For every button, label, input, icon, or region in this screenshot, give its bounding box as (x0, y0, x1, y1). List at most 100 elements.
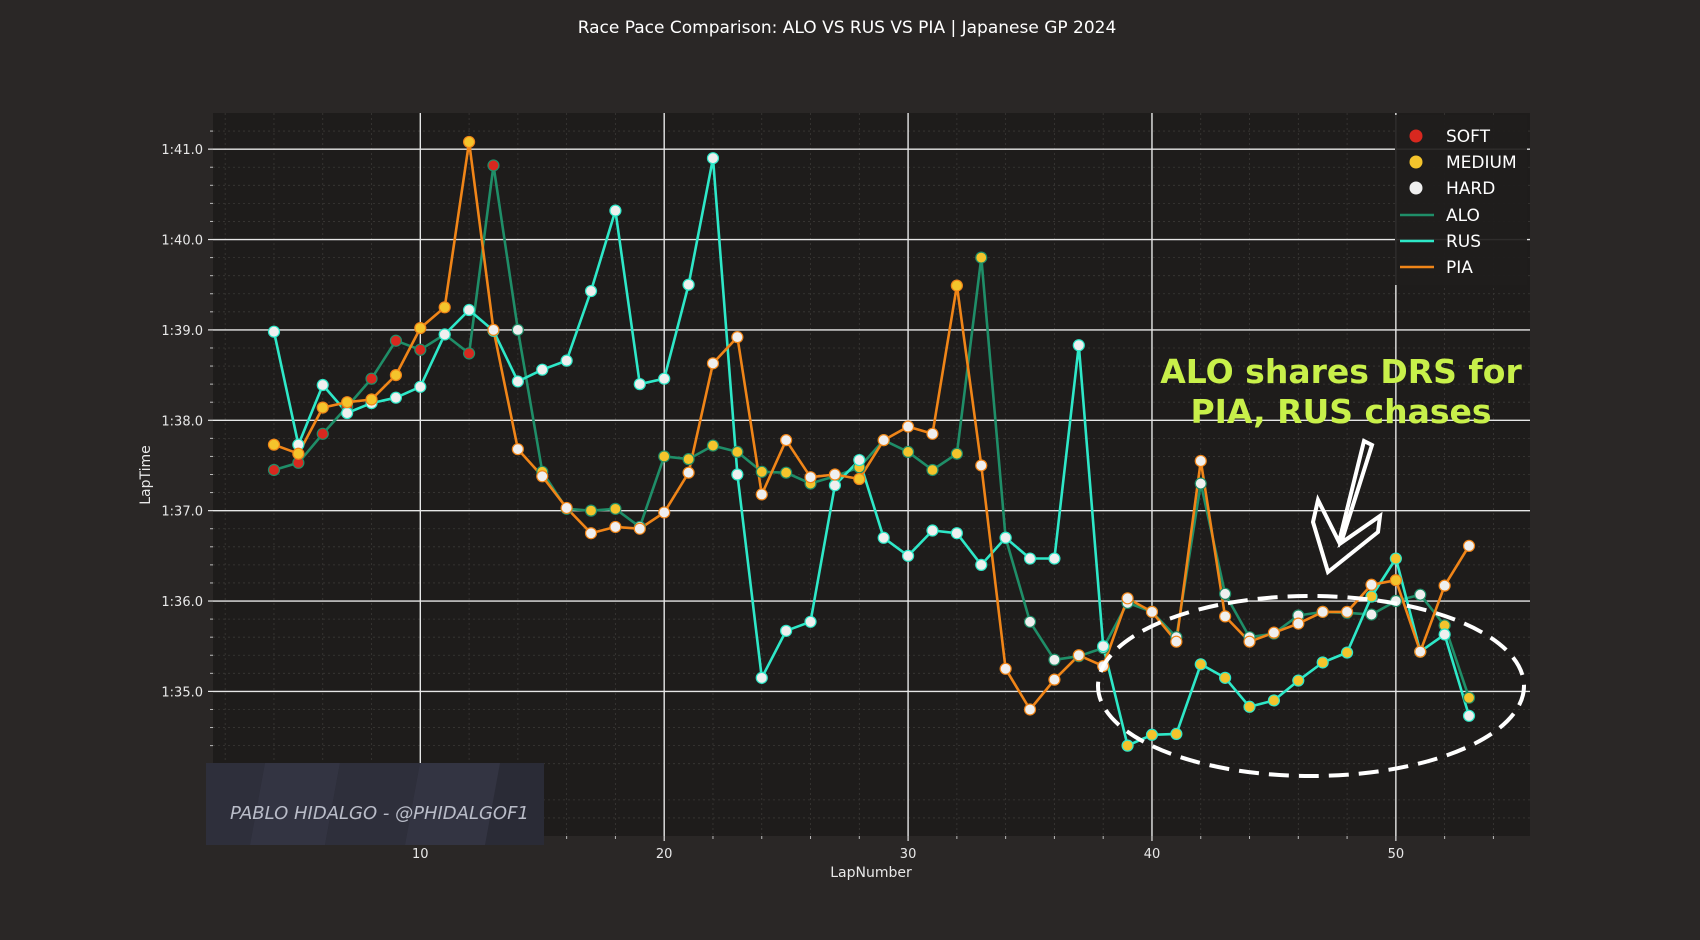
lap-point-rus (609, 204, 622, 217)
lap-point-rus (1194, 658, 1207, 671)
lap-point-rus (511, 375, 524, 388)
lap-point-pia (1340, 605, 1354, 618)
lap-point-rus (560, 354, 573, 367)
lap-point-rus (536, 363, 549, 376)
lap-point-alo (511, 323, 524, 336)
lap-point-rus (706, 152, 720, 165)
lap-point-alo (658, 450, 671, 463)
lap-point-pia (658, 506, 671, 519)
y-tick-label: 1:40.0 (161, 234, 203, 249)
legend: SOFT MEDIUM HARD ALO RUS PIA (1395, 115, 1527, 285)
lap-point-rus (926, 524, 939, 537)
lap-point-pia (267, 438, 281, 451)
lap-point-pia (682, 466, 695, 479)
lap-point-rus (1316, 656, 1329, 669)
legend-soft-marker (1409, 129, 1423, 143)
lap-point-pia (853, 472, 866, 486)
lap-point-alo (780, 466, 793, 479)
watermark: PABLO HIDALGO - @PHIDALGOF1 (206, 763, 544, 845)
lap-point-pia (609, 520, 622, 534)
lap-markers (267, 135, 1476, 752)
plot-area (213, 113, 1530, 836)
lap-point-rus (1438, 628, 1451, 641)
lap-point-pia (1365, 578, 1378, 591)
lap-point-alo (609, 502, 622, 515)
lap-point-pia (1462, 539, 1476, 552)
chart-title: Race Pace Comparison: ALO VS RUS VS PIA … (578, 18, 1117, 38)
lap-point-pia (1316, 605, 1329, 618)
lap-point-rus (877, 531, 890, 544)
x-tick-label: 50 (1388, 847, 1405, 862)
lap-point-pia (950, 279, 963, 292)
lap-point-alo (1023, 615, 1037, 628)
axis-ticks: 10 20 30 40 50 1:35.0 1:36.0 1:37.0 1:38.0 1:39.0… (161, 130, 1494, 862)
legend-alo-label: ALO (1446, 206, 1480, 226)
lap-point-pia (1170, 635, 1183, 648)
lap-point-rus (1170, 727, 1183, 740)
lap-point-pia (1145, 605, 1159, 618)
lap-point-pia (706, 357, 720, 370)
lap-point-pia (1243, 635, 1256, 648)
lap-point-rus (267, 325, 281, 338)
lap-point-pia (975, 459, 988, 472)
highlight-ellipse (1096, 594, 1526, 778)
lap-point-rus (755, 671, 768, 684)
lap-point-rus (1292, 674, 1305, 687)
lap-point-alo (389, 334, 403, 347)
lap-point-rus (341, 406, 354, 420)
lap-point-pia (1414, 645, 1427, 658)
lap-point-rus (682, 278, 695, 291)
lap-point-pia (901, 420, 915, 433)
lap-point-pia (560, 501, 573, 515)
lap-point-pia (292, 447, 305, 460)
annotation: ALO shares DRS for PIA, RUS chases (1096, 352, 1526, 778)
lap-point-pia (780, 434, 793, 447)
y-tick-label: 1:37.0 (161, 505, 203, 520)
lap-point-alo (414, 343, 427, 356)
y-tick-label: 1:36.0 (161, 595, 203, 610)
lap-point-alo (316, 427, 329, 440)
legend-rus-label: RUS (1446, 232, 1481, 252)
lap-point-pia (1219, 610, 1232, 623)
lap-point-pia (1048, 673, 1061, 686)
lap-point-pia (1194, 454, 1207, 468)
lap-point-alo (975, 251, 988, 264)
legend-box (1395, 115, 1527, 285)
lap-point-pia (389, 368, 403, 382)
lap-point-alo (682, 453, 695, 466)
lap-point-rus (975, 558, 988, 571)
lap-point-rus (1023, 552, 1037, 565)
lap-point-rus (901, 549, 915, 562)
lap-point-alo (487, 159, 500, 172)
lap-point-rus (658, 372, 671, 385)
lap-point-pia (1072, 649, 1085, 662)
lap-point-pia (511, 443, 524, 456)
lap-point-pia (926, 427, 939, 440)
lap-point-rus (414, 380, 427, 393)
lap-point-rus (1121, 739, 1134, 752)
lap-point-alo (1414, 588, 1427, 601)
y-axis-label: LapTime (138, 445, 154, 505)
lap-point-rus (584, 284, 598, 298)
lap-point-alo (1048, 653, 1061, 666)
y-tick-label: 1:35.0 (161, 685, 203, 700)
lap-point-pia (341, 396, 354, 409)
lap-point-rus (1219, 671, 1232, 684)
x-tick-label: 30 (900, 847, 917, 862)
lap-point-alo (926, 463, 939, 477)
lap-point-rus (1072, 339, 1085, 352)
lap-point-pia (755, 488, 768, 501)
lap-point-rus (633, 378, 646, 391)
lap-point-rus (804, 615, 817, 628)
lap-point-alo (706, 439, 720, 452)
lap-point-alo (267, 463, 281, 477)
lap-point-rus (1340, 646, 1354, 659)
lap-point-alo (1462, 691, 1476, 704)
lap-point-pia (584, 527, 598, 540)
lap-point-alo (584, 504, 598, 517)
major-grid (213, 113, 1530, 836)
legend-pia-label: PIA (1446, 258, 1473, 278)
legend-hard-marker (1409, 181, 1423, 195)
annotation-line-1: ALO shares DRS for (1160, 352, 1522, 391)
